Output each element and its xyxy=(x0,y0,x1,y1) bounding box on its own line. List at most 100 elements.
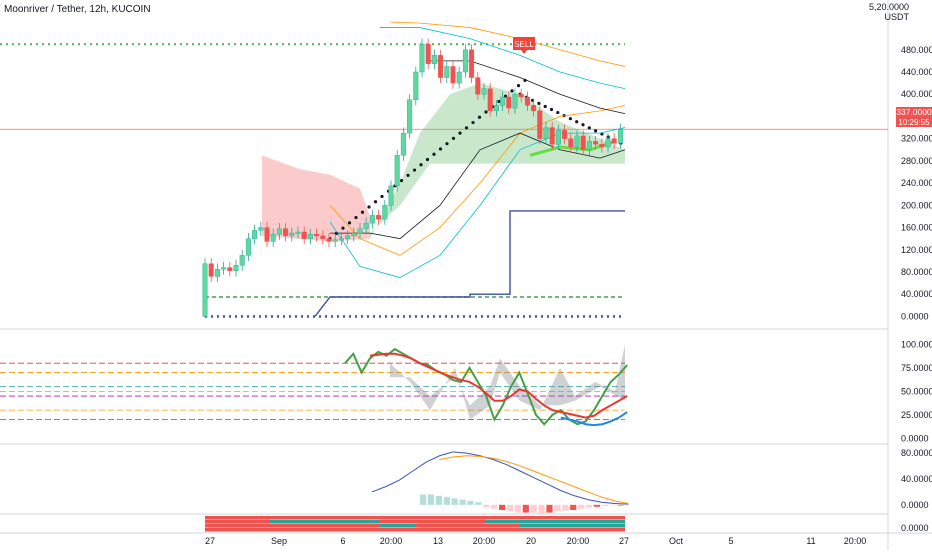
candle-body xyxy=(326,238,332,242)
candle-body xyxy=(438,55,444,78)
price-tick-label: 120.0000 xyxy=(901,245,932,255)
candle-body xyxy=(475,77,481,95)
envelope-band-line xyxy=(329,104,626,256)
trailing-stop-dot xyxy=(556,110,560,115)
oscillator-tick-label: 100.0000 xyxy=(901,339,932,349)
macd-histogram-bar xyxy=(491,504,498,509)
candle-body xyxy=(351,232,357,237)
candle-body xyxy=(487,88,493,112)
candle-body xyxy=(549,127,555,145)
candle-body xyxy=(611,138,617,144)
macd-histogram-bar xyxy=(514,504,521,513)
price-badge: 337.0000 10:29:55 xyxy=(896,107,932,127)
candle-body xyxy=(258,227,264,231)
macd-histogram-bar xyxy=(562,504,569,511)
candle-body xyxy=(617,129,623,144)
macd-histogram-bar xyxy=(554,504,561,512)
trend-strip-segment xyxy=(205,516,625,520)
candle-body xyxy=(208,263,214,277)
candle-body xyxy=(431,55,437,64)
candle-body xyxy=(419,44,425,73)
price-badge-value: 337.0000 xyxy=(896,107,932,117)
candle-body xyxy=(586,141,592,150)
price-tick-label: 80.0000 xyxy=(901,267,932,277)
trailing-stop-dot xyxy=(438,147,443,151)
trend-strip-segment xyxy=(205,528,625,532)
macd-histogram-bar xyxy=(475,502,482,505)
candle-body xyxy=(283,228,289,237)
trailing-stop-dot xyxy=(575,120,579,124)
trailing-stop-dot xyxy=(380,194,384,199)
oscillator-cloud xyxy=(390,344,625,420)
macd-histogram-bar xyxy=(578,504,585,509)
candle-body xyxy=(388,185,394,206)
time-tick-label: 20:00 xyxy=(380,536,403,546)
price-axis: 480.0000440.0000400.0000360.0000320.0000… xyxy=(901,45,932,533)
candle-body xyxy=(568,138,574,148)
time-axis: 27 Sep 6 20:00 13 20:00 20 20:00 27 Oct 5 11 20:00 xyxy=(205,536,866,546)
time-tick-label: 11 xyxy=(806,536,815,546)
scale-top-label: 5,20.0000 xyxy=(869,2,909,12)
candle-body xyxy=(413,71,419,100)
price-tick-label: 240.0000 xyxy=(901,178,932,188)
envelope-band-line xyxy=(330,132,626,240)
macd-histogram-bar xyxy=(459,499,466,505)
candle-body xyxy=(252,230,258,239)
price-tick-label: 400.0000 xyxy=(901,89,932,99)
trailing-stop-dot xyxy=(594,129,598,133)
trailing-stop-dot xyxy=(471,120,475,125)
sell-signal-label: SELL xyxy=(514,40,534,49)
trailing-stop-dot xyxy=(484,110,488,114)
candle-body xyxy=(295,231,301,234)
trend-strip-segment xyxy=(205,524,380,528)
macd-histogram-bar xyxy=(570,504,577,510)
oscillator-series-line xyxy=(560,411,628,427)
candle-body xyxy=(481,88,487,95)
time-tick-label: Sep xyxy=(271,536,287,546)
macd-histogram-bar xyxy=(467,500,474,505)
candle-body xyxy=(562,130,568,139)
trailing-stop-dot xyxy=(432,152,436,156)
trailing-stop-dot xyxy=(406,173,410,177)
trailing-stop-dot xyxy=(425,157,430,162)
trend-strip-segment xyxy=(270,520,380,524)
candle-body xyxy=(363,222,369,229)
macd-histogram-bar xyxy=(601,504,608,507)
candle-body xyxy=(332,239,338,242)
macd-histogram-bar xyxy=(435,495,442,505)
candle-body xyxy=(214,269,220,277)
candle-body xyxy=(605,138,611,148)
candle-body xyxy=(202,263,208,317)
macd-histogram-bar xyxy=(530,504,537,513)
price-tick-label: 280.0000 xyxy=(901,156,932,166)
candle-body xyxy=(462,49,468,73)
price-tick-label: 160.0000 xyxy=(901,223,932,233)
time-tick-label: 27 xyxy=(619,536,629,546)
candle-body xyxy=(307,234,313,239)
candle-body xyxy=(289,232,295,237)
candle-body xyxy=(382,205,388,220)
trailing-stop-dot xyxy=(341,226,345,230)
candle-body xyxy=(580,135,586,150)
candle-body xyxy=(221,267,227,270)
trend-strip-segment xyxy=(485,520,625,524)
trailing-stop-dot xyxy=(537,101,541,105)
macd-histogram-bar xyxy=(420,494,427,505)
macd-histogram-bar xyxy=(506,504,514,512)
trend-strip-segment xyxy=(520,524,625,528)
macd-histogram-bar xyxy=(499,504,506,510)
candle-body xyxy=(227,267,233,272)
price-tick-label: 40.0000 xyxy=(901,289,932,299)
candle-body xyxy=(599,144,605,148)
trailing-stop-dot xyxy=(360,210,365,214)
candle-body xyxy=(574,135,580,148)
oscillator-tick-label: 75.0000 xyxy=(901,363,932,373)
candle-body xyxy=(500,96,506,106)
oscillator-tick-label: 0.0000 xyxy=(901,433,929,443)
oscillator-tick-label: 50.0000 xyxy=(901,386,932,396)
candle-body xyxy=(450,66,456,84)
time-tick-label: Oct xyxy=(669,536,684,546)
macd-series-line xyxy=(439,455,629,505)
